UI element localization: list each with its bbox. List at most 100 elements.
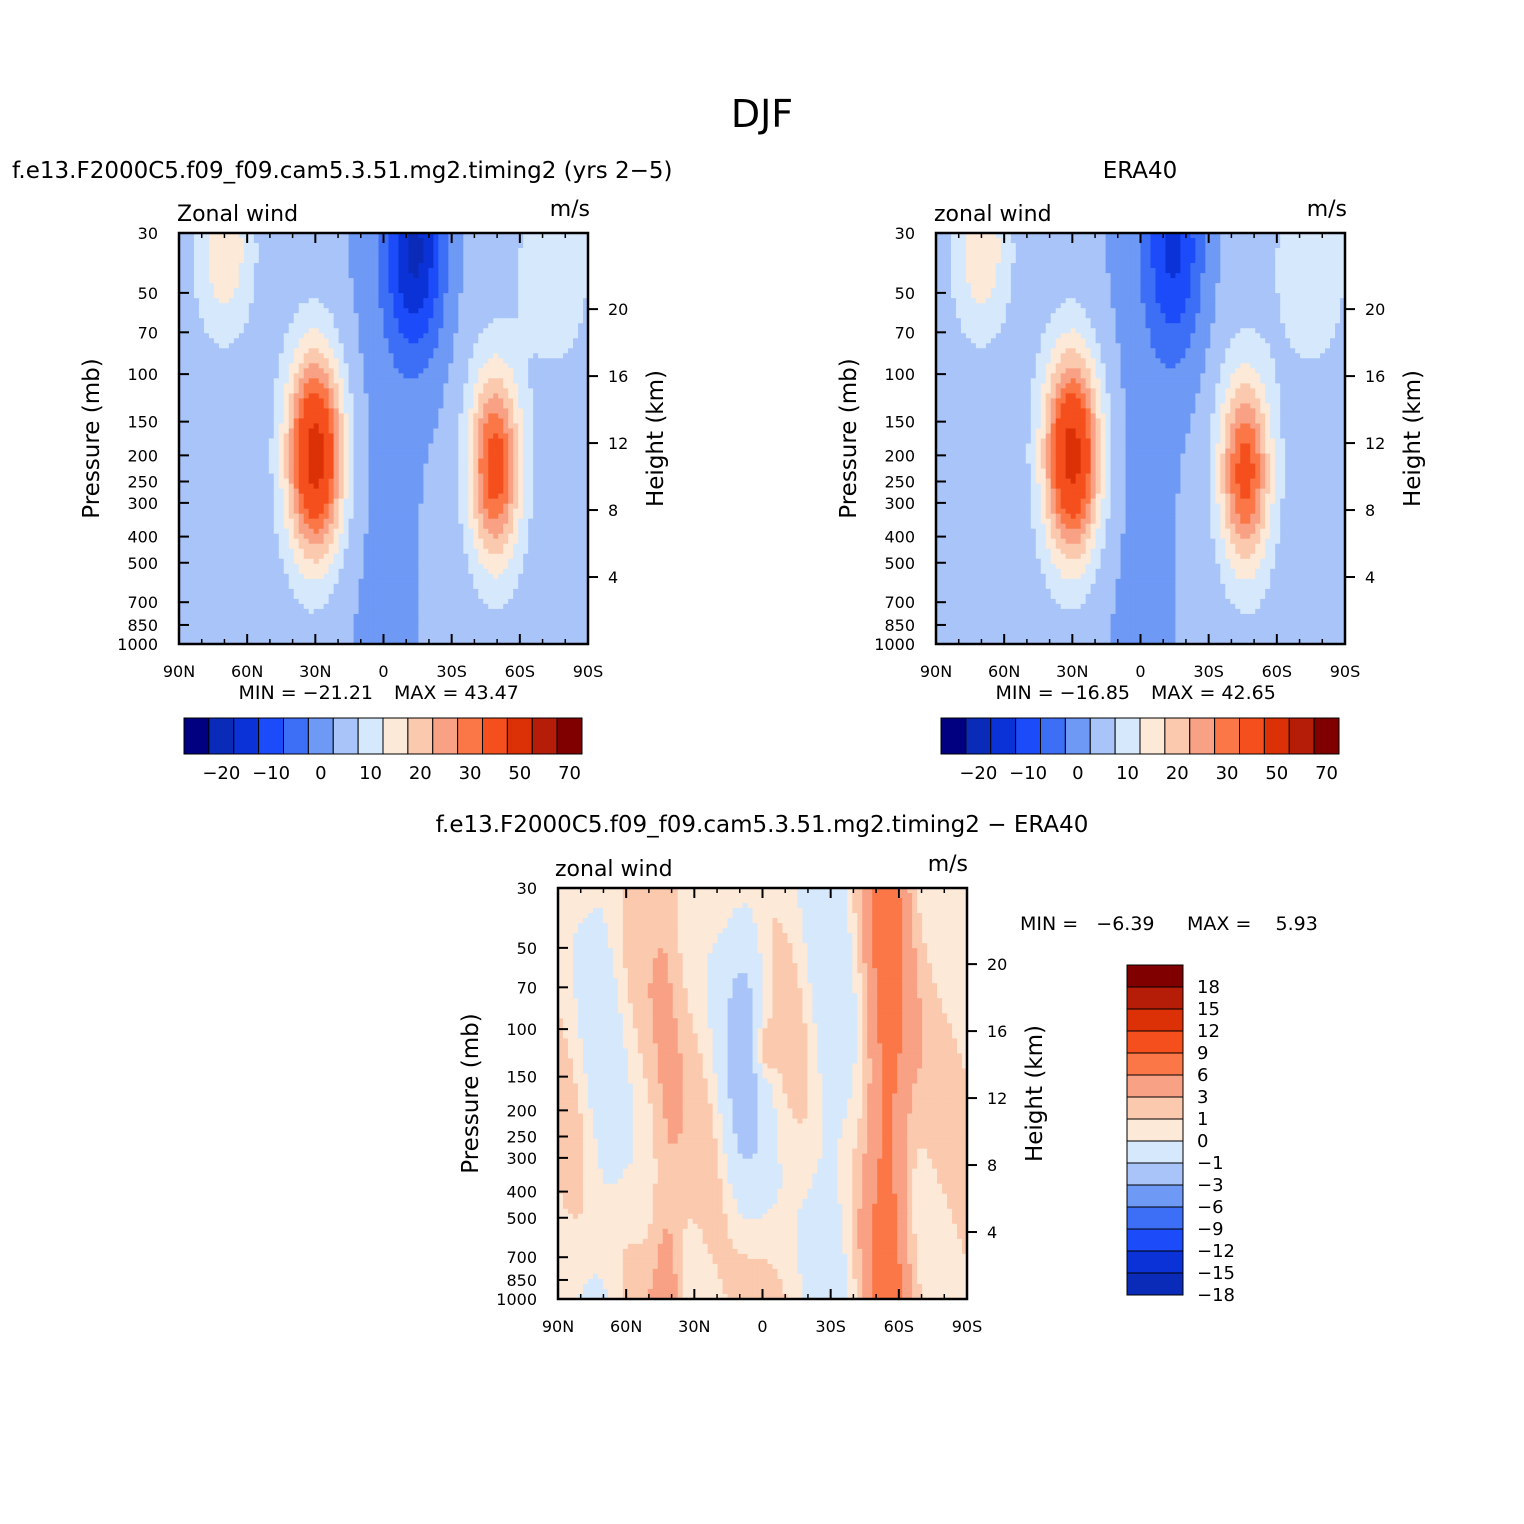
contour-cell xyxy=(543,458,549,465)
contour-cell xyxy=(513,258,519,264)
contour-cell xyxy=(333,403,340,410)
contour-cell xyxy=(343,243,350,249)
contour-cell xyxy=(233,463,240,470)
contour-cell xyxy=(533,528,539,535)
contour-cell xyxy=(378,238,385,244)
contour-cell xyxy=(308,433,315,440)
contour-cell xyxy=(368,278,375,284)
contour-cell xyxy=(348,523,355,530)
contour-cell xyxy=(398,398,405,405)
contour-cell xyxy=(428,438,434,445)
contour-cell xyxy=(583,513,588,520)
contour-cell xyxy=(353,403,360,410)
contour-cell xyxy=(543,303,549,309)
contour-cell xyxy=(343,293,350,299)
contour-cell xyxy=(488,278,494,284)
contour-cell xyxy=(203,378,210,384)
contour-cell xyxy=(323,423,330,430)
contour-cell xyxy=(533,233,539,239)
contour-cell xyxy=(368,488,375,495)
contour-cell xyxy=(203,413,210,420)
contour-cell xyxy=(483,453,489,460)
contour-cell xyxy=(223,378,230,384)
contour-cell xyxy=(183,368,190,374)
contour-cell xyxy=(498,348,504,354)
contour-cell xyxy=(473,358,479,364)
contour-cell xyxy=(278,383,285,389)
contour-cell xyxy=(488,323,494,329)
contour-cell xyxy=(343,273,350,279)
contour-cell xyxy=(458,408,464,415)
contour-cell xyxy=(238,283,245,289)
contour-cell xyxy=(573,333,579,339)
contour-cell xyxy=(503,278,509,284)
contour-cell xyxy=(368,273,375,279)
contour-cell xyxy=(453,528,459,535)
contour-cell xyxy=(198,313,205,319)
contour-cell xyxy=(403,408,410,415)
contour-cell xyxy=(478,413,484,420)
contour-cell xyxy=(348,483,355,490)
contour-cell xyxy=(518,408,524,415)
contour-cell xyxy=(403,453,410,460)
contour-cell xyxy=(453,488,459,495)
contour-cell xyxy=(453,303,459,309)
contour-cell xyxy=(323,233,330,239)
contour-cell xyxy=(303,313,310,319)
contour-cell xyxy=(528,458,534,465)
contour-cell xyxy=(423,523,429,530)
contour-cell xyxy=(393,348,400,354)
contour-cell xyxy=(363,373,370,379)
contour-cell xyxy=(403,368,410,374)
contour-cell xyxy=(468,273,474,279)
contour-cell xyxy=(428,383,434,389)
contour-cell xyxy=(473,473,479,480)
contour-cell xyxy=(463,448,469,455)
contour-cell xyxy=(208,268,215,274)
contour-cell xyxy=(203,528,210,535)
contour-cell xyxy=(358,403,365,410)
contour-cell xyxy=(398,258,405,264)
contour-cell xyxy=(183,493,190,500)
contour-cell xyxy=(393,258,400,264)
contour-cell xyxy=(458,233,464,239)
contour-cell xyxy=(548,443,554,450)
contour-cell xyxy=(493,483,499,490)
contour-cell xyxy=(418,418,424,425)
contour-cell xyxy=(183,318,190,324)
contour-cell xyxy=(213,383,220,389)
contour-cell xyxy=(568,523,574,530)
contour-cell xyxy=(523,313,529,319)
contour-cell xyxy=(433,373,439,379)
contour-cell xyxy=(473,298,479,304)
contour-cell xyxy=(468,433,474,440)
contour-cell xyxy=(403,318,410,324)
contour-cell xyxy=(363,468,370,475)
contour-cell xyxy=(208,368,215,374)
contour-cell xyxy=(243,453,250,460)
contour-cell xyxy=(243,443,250,450)
contour-cell xyxy=(548,338,554,344)
contour-cell xyxy=(523,483,529,490)
contour-cell xyxy=(388,408,395,415)
contour-cell xyxy=(193,478,200,485)
contour-cell xyxy=(463,493,469,500)
contour-cell xyxy=(538,238,544,244)
contour-cell xyxy=(343,413,350,420)
contour-cell xyxy=(183,413,190,420)
contour-cell xyxy=(268,443,275,450)
contour-cell xyxy=(333,373,340,379)
contour-cell xyxy=(513,378,519,384)
contour-cell xyxy=(213,288,220,294)
contour-cell xyxy=(433,518,439,525)
contour-cell xyxy=(333,493,340,500)
contour-cell xyxy=(413,503,420,510)
contour-cell xyxy=(538,438,544,445)
contour-cell xyxy=(288,413,295,420)
contour-cell xyxy=(498,263,504,269)
contour-cell xyxy=(408,388,415,394)
contour-cell xyxy=(343,363,350,369)
contour-cell xyxy=(558,418,564,425)
contour-cell xyxy=(418,258,424,264)
contour-cell xyxy=(438,378,444,384)
